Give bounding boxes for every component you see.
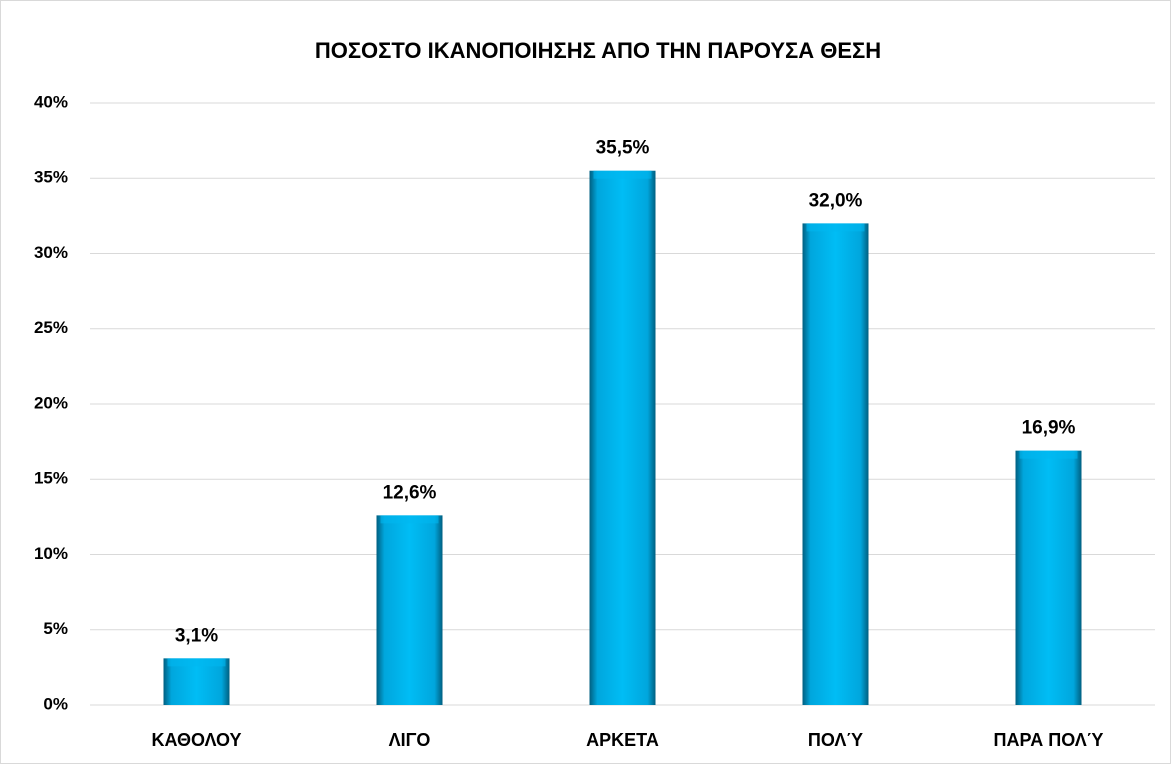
- x-tick-label: ΚΑΘΟΛΟΥ: [151, 730, 241, 750]
- x-tick-label: ΑΡΚΕΤΑ: [586, 730, 659, 750]
- data-label: 32,0%: [809, 190, 863, 211]
- y-tick-label: 20%: [34, 393, 68, 412]
- y-tick-label: 10%: [34, 544, 68, 563]
- y-tick-label: 40%: [34, 92, 68, 111]
- bar: [1015, 450, 1082, 705]
- bar: [802, 223, 869, 705]
- x-tick-label: ΠΟΛΎ: [808, 730, 864, 750]
- y-tick-label: 0%: [43, 694, 68, 713]
- x-tick-label: ΛΙΓΟ: [389, 730, 431, 750]
- data-label: 35,5%: [596, 138, 650, 159]
- bar: [376, 515, 443, 705]
- x-tick-label: ΠΑΡΑ ΠΟΛΎ: [994, 730, 1104, 750]
- y-tick-label: 25%: [34, 318, 68, 337]
- y-tick-label: 30%: [34, 243, 68, 262]
- bar: [589, 170, 656, 706]
- y-tick-label: 15%: [34, 469, 68, 488]
- bar: [163, 658, 230, 705]
- data-label: 12,6%: [383, 482, 437, 503]
- y-tick-label: 35%: [34, 168, 68, 187]
- y-tick-label: 5%: [43, 619, 68, 638]
- data-label: 3,1%: [175, 625, 218, 646]
- chart-title: ΠΟΣΟΣΤΟ ΙΚΑΝΟΠΟΙΗΣΗΣ ΑΠΟ ΤΗΝ ΠΑΡΟΥΣΑ ΘΕΣ…: [315, 38, 881, 63]
- data-label: 16,9%: [1022, 418, 1076, 439]
